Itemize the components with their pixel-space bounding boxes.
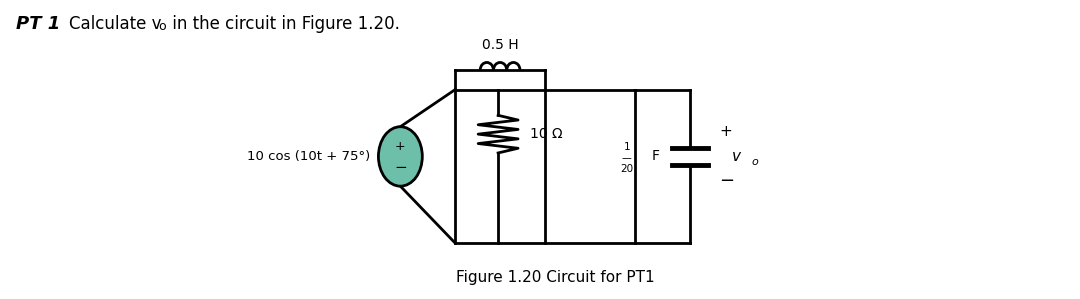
Text: +: +	[719, 124, 732, 139]
Text: in the circuit in Figure 1.20.: in the circuit in Figure 1.20.	[167, 15, 400, 33]
Text: 20: 20	[620, 164, 633, 174]
Text: −: −	[394, 160, 407, 175]
Ellipse shape	[378, 127, 422, 186]
Text: 0.5 H: 0.5 H	[482, 38, 518, 52]
Text: Figure 1.20 Circuit for PT1: Figure 1.20 Circuit for PT1	[456, 270, 654, 285]
Text: −: −	[719, 172, 734, 190]
Text: 10 cos (10t + 75°): 10 cos (10t + 75°)	[247, 150, 370, 163]
Text: —: —	[622, 153, 632, 164]
Text: F: F	[651, 150, 660, 164]
Text: o: o	[752, 157, 758, 167]
Text: Calculate v: Calculate v	[69, 15, 162, 33]
Text: 10 Ω: 10 Ω	[530, 127, 563, 141]
Text: v: v	[731, 149, 741, 164]
Text: PT 1: PT 1	[16, 15, 60, 33]
Text: 1: 1	[623, 142, 630, 152]
Text: o: o	[159, 20, 166, 33]
Text: +: +	[395, 140, 406, 153]
